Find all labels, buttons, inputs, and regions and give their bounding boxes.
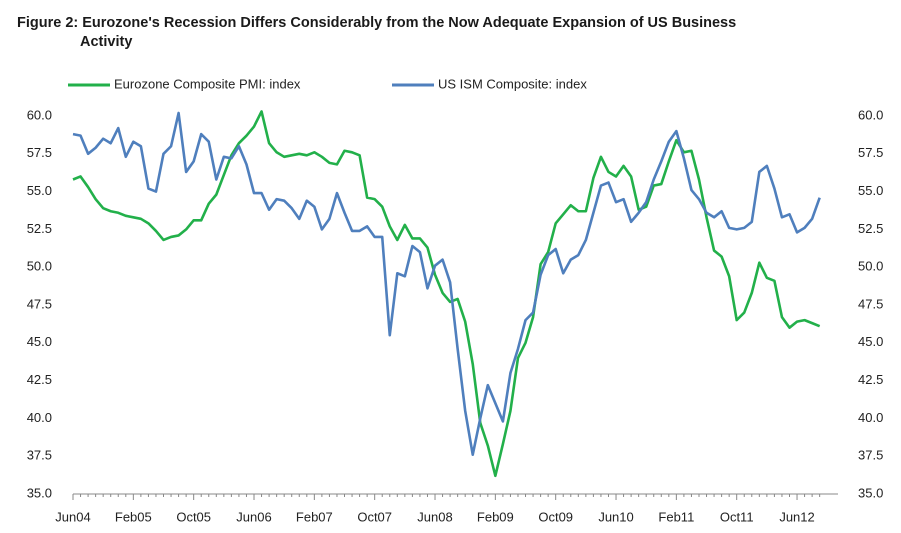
y2-tick-label: 60.0: [858, 107, 883, 122]
y2-tick-label: 37.5: [858, 448, 883, 463]
x-tick-label: Feb05: [115, 509, 152, 524]
y-tick-label: 50.0: [27, 259, 52, 274]
y-tick-label: 42.5: [27, 372, 52, 387]
y2-tick-label: 52.5: [858, 221, 883, 236]
y2-tick-label: 47.5: [858, 296, 883, 311]
x-tick-label: Oct11: [720, 509, 754, 524]
x-tick-label: Oct09: [538, 509, 573, 524]
y-tick-label: 40.0: [27, 410, 52, 425]
x-tick-label: Oct07: [357, 509, 392, 524]
x-tick-label: Jun10: [598, 509, 633, 524]
x-tick-label: Jun06: [236, 509, 271, 524]
y2-tick-label: 45.0: [858, 334, 883, 349]
y-tick-label: 37.5: [27, 448, 52, 463]
y-tick-label: 52.5: [27, 221, 52, 236]
y2-tick-label: 57.5: [858, 145, 883, 160]
chart-title: Figure 2: Eurozone's Recession Differs C…: [17, 15, 737, 50]
y2-tick-label: 42.5: [858, 372, 883, 387]
legend-label: US ISM Composite: index: [438, 76, 587, 91]
y-tick-label: 47.5: [27, 296, 52, 311]
series-line: [72, 110, 821, 478]
x-tick-label: Feb11: [658, 509, 694, 524]
series-line: [72, 111, 821, 456]
y2-tick-label: 50.0: [858, 259, 883, 274]
y-tick-label: 45.0: [27, 334, 52, 349]
x-tick-label: Jun12: [779, 509, 814, 524]
y-tick-label: 60.0: [27, 107, 52, 122]
x-tick-label: Oct05: [176, 509, 211, 524]
y2-tick-label: 40.0: [858, 410, 883, 425]
y-tick-label: 35.0: [27, 485, 52, 500]
x-tick-label: Feb09: [477, 509, 514, 524]
x-tick-label: Jun04: [55, 509, 90, 524]
x-tick-label: Feb07: [296, 509, 333, 524]
y-tick-label: 57.5: [27, 145, 52, 160]
y2-tick-label: 35.0: [858, 485, 883, 500]
y-tick-label: 55.0: [27, 183, 52, 198]
y2-tick-label: 55.0: [858, 183, 883, 198]
x-tick-label: Jun08: [417, 509, 452, 524]
legend-label: Eurozone Composite PMI: index: [114, 76, 301, 91]
